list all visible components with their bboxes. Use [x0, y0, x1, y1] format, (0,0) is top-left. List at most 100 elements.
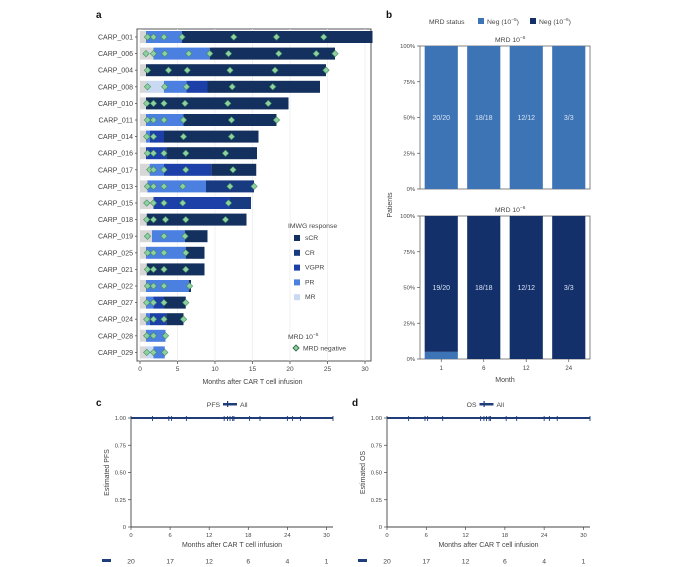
risk-table-count: 4 — [285, 559, 289, 566]
y-axis-label-d: Estimated OS — [360, 451, 367, 495]
x-tick-label: 24 — [284, 533, 291, 539]
mrd-negative-marker — [250, 182, 258, 191]
y-tick-label: 1.00 — [371, 416, 382, 422]
bar-segment-scr — [185, 246, 205, 259]
y-tick-label: 50% — [403, 116, 415, 122]
mrd-negative-marker — [312, 49, 320, 58]
mrd-negative-marker — [149, 298, 158, 307]
legend-title: IMWG response — [288, 223, 337, 230]
legend-mrd-title: MRD 10−5 — [288, 332, 319, 341]
mrd-negative-marker — [181, 99, 189, 108]
legend-title-b: MRD status — [429, 19, 465, 26]
mrd-negative-marker — [224, 49, 233, 58]
bar-data-label: 20/20 — [432, 115, 450, 122]
mrd-negative-marker — [149, 166, 158, 174]
y-tick-label: 0.25 — [115, 498, 126, 504]
legend-label: MR — [305, 294, 316, 301]
bar-data-label: 19/20 — [432, 285, 450, 292]
legend-label: VGPR — [305, 265, 324, 272]
x-tick-label: 0 — [138, 366, 142, 373]
y-tick-label: 0.50 — [371, 471, 382, 477]
bar-segment-vgpr — [186, 80, 208, 93]
bar-segment-base — [140, 329, 146, 342]
y-tick-label: 0.50 — [115, 471, 126, 477]
y-tick-label: 0 — [123, 525, 126, 531]
y-tick-label: 0.75 — [371, 443, 382, 449]
stacked-bar — [424, 46, 458, 189]
patient-label: CARP_013 — [98, 184, 133, 191]
risk-table-count: 20 — [383, 559, 391, 566]
x-tick-label: 20 — [286, 366, 294, 373]
patient-label: CARP_028 — [98, 333, 133, 340]
mrd-negative-marker — [143, 215, 151, 224]
mrd-negative-marker — [227, 132, 236, 141]
facet-title: MRD 10−6 — [495, 205, 526, 214]
bar-segment-scr — [146, 64, 326, 77]
bar-segment-scr — [185, 230, 208, 243]
panel-label-b: b — [386, 10, 392, 21]
mrd-negative-marker — [143, 83, 152, 91]
bar-segment-base — [140, 346, 146, 359]
mrd-negative-marker — [143, 298, 151, 307]
mrd-negative-marker — [160, 265, 168, 274]
legend-label-b: Neg (10−5) — [487, 17, 519, 26]
mrd-negative-marker — [226, 66, 234, 74]
x-tick-label: 12 — [462, 533, 468, 539]
stacked-bar — [424, 351, 458, 359]
legend-swatch-b — [530, 18, 536, 24]
mrd-negative-marker — [206, 49, 214, 58]
mrd-negative-marker — [230, 33, 238, 41]
patient-label: CARP_022 — [98, 284, 133, 291]
mrd-negative-marker — [224, 199, 233, 207]
stacked-bar — [552, 46, 586, 189]
patient-label: CARP_024 — [98, 317, 133, 324]
legend-label: sCR — [305, 235, 318, 242]
mrd-negative-marker — [160, 199, 168, 207]
legend-swatch-cr — [294, 249, 300, 256]
mrd-negative-marker — [160, 33, 168, 41]
swimmer-plot: CARP_001 CARP_006 CARP_004 CARP_008 CARP_010… — [98, 28, 373, 386]
mrd-negative-marker — [149, 49, 158, 58]
risk-table-group-icon — [358, 559, 367, 562]
mrd-negative-marker — [179, 315, 188, 323]
y-tick-label: 0.25 — [371, 498, 382, 504]
patient-label: CARP_017 — [98, 167, 133, 174]
bar-segment-vgpr — [153, 296, 164, 309]
x-axis-label-b: Month — [495, 377, 515, 384]
x-tick-label: 30 — [323, 533, 329, 539]
mrd-negative-marker — [149, 116, 158, 124]
legend-label-c: All — [240, 402, 248, 409]
mrd-negative-marker — [264, 99, 272, 108]
patient-label: CARP_025 — [98, 250, 133, 257]
mrd-negative-marker — [149, 282, 158, 290]
mrd-negative-marker — [179, 182, 187, 191]
x-tick-label: 5 — [176, 366, 180, 373]
mrd-negative-marker — [227, 116, 236, 124]
x-tick-label: 6 — [168, 533, 171, 539]
mrd-negative-marker — [182, 215, 190, 224]
mrd-negative-marker — [143, 116, 152, 124]
patient-label: CARP_006 — [98, 51, 133, 58]
mrd-negative-marker — [149, 265, 158, 274]
bar-segment-base — [140, 180, 148, 193]
legend-label: PR — [305, 279, 315, 286]
bar-segment-scr — [164, 296, 186, 309]
mrd-negative-marker — [160, 282, 168, 290]
mrd-negative-marker — [149, 99, 158, 108]
mrd-negative-marker — [322, 66, 330, 74]
panel-label-c: c — [96, 398, 102, 409]
stacked-bar — [509, 46, 543, 189]
x-tick-label: 30 — [580, 533, 586, 539]
mrd-negative-marker — [160, 315, 168, 323]
plot-frame — [136, 28, 372, 362]
mrd-negative-marker — [226, 182, 234, 191]
legend-swatch-b — [478, 18, 484, 24]
mrd-negative-marker — [271, 66, 279, 74]
mrd-negative-marker — [143, 348, 151, 357]
mrd-negative-marker — [142, 49, 150, 58]
mrd-negative-marker — [143, 199, 151, 207]
mrd-negative-marker — [185, 282, 194, 290]
mrd-negative-marker — [161, 83, 169, 91]
panel-label-d: d — [352, 398, 358, 409]
